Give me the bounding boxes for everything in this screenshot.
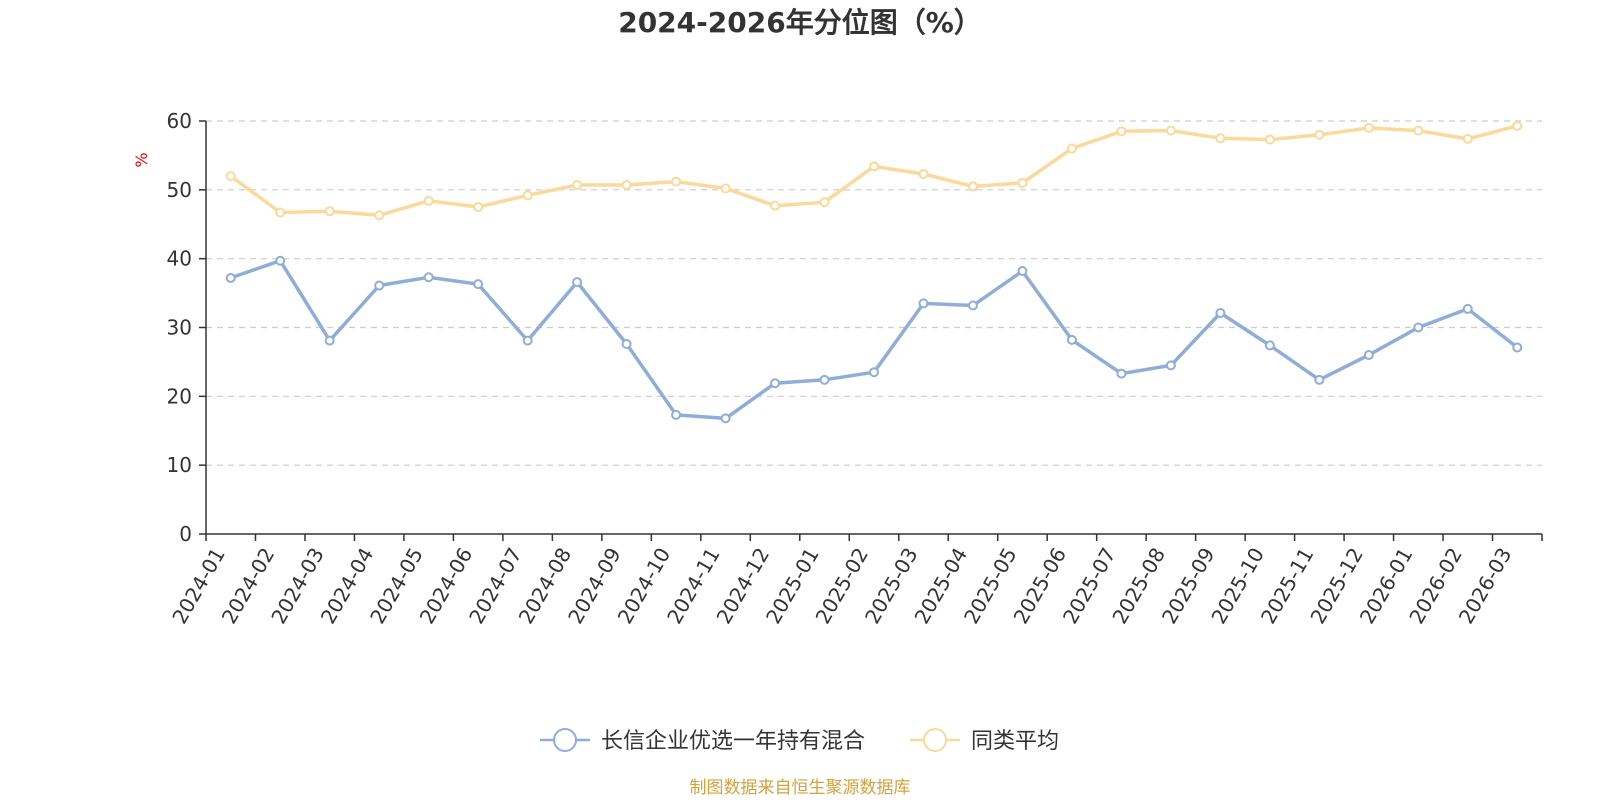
series-1-point	[1165, 360, 1176, 371]
series-1-point	[967, 300, 978, 311]
series-2-point	[770, 200, 781, 211]
legend: 长信企业优选一年持有混合 同类平均	[540, 728, 1059, 754]
series-2-point	[671, 176, 682, 187]
series-1-point	[374, 280, 385, 291]
y-tick-label: 20	[167, 384, 192, 408]
y-tick-label: 10	[167, 453, 192, 477]
series-2-point	[1066, 143, 1077, 154]
series-1-point	[1017, 266, 1028, 277]
series-line-1	[228, 258, 1520, 421]
y-tick-label: 60	[167, 109, 192, 133]
y-tick-label: 40	[167, 247, 192, 271]
series-2-point	[621, 180, 632, 191]
series-1-point	[572, 277, 583, 288]
series-1-point	[720, 413, 731, 424]
series-1-point	[225, 272, 236, 283]
series-1-point	[869, 367, 879, 378]
series-2-point	[1314, 129, 1325, 140]
series-2-point	[1363, 122, 1374, 133]
y-tick-label: 50	[167, 178, 192, 202]
series-1-point	[1264, 340, 1275, 351]
series-2-point	[572, 180, 583, 191]
series-1-point	[324, 335, 335, 346]
grid-lines	[206, 120, 1542, 466]
legend-marker-2	[923, 728, 947, 752]
series-1-point	[1413, 322, 1424, 333]
series-2-point	[869, 161, 879, 172]
series-2-point	[1215, 133, 1226, 144]
series-2-point	[324, 206, 335, 217]
y-tick-label: 30	[167, 316, 192, 340]
series-2-point	[1462, 133, 1473, 144]
series-2-point	[522, 190, 533, 201]
legend-label-1: 长信企业优选一年持有混合	[601, 729, 865, 754]
series-2-point	[423, 195, 434, 206]
data-source-note: 制图数据来自恒生聚源数据库	[690, 778, 911, 798]
series-1-point	[1215, 308, 1226, 319]
series-1-point	[1462, 303, 1473, 314]
series-1-point	[1116, 368, 1127, 379]
legend-marker-1	[553, 728, 577, 752]
series-2-point	[967, 181, 978, 192]
series-2-point	[720, 183, 731, 194]
series-1-point	[1066, 334, 1077, 345]
series-2-point	[1165, 125, 1176, 136]
series-1-point	[1314, 374, 1325, 385]
series-2-point	[225, 171, 236, 182]
x-tick-labels: 2024-012024-022024-032024-042024-052024-…	[167, 543, 1516, 627]
series-1-point	[423, 272, 434, 283]
series-1-point	[1512, 342, 1523, 353]
series-1-point	[473, 279, 484, 290]
series-2-point	[1512, 120, 1523, 131]
axes	[199, 120, 1543, 541]
series-layer	[225, 120, 1523, 424]
series-2-point	[473, 202, 484, 213]
series-1-point	[621, 339, 632, 350]
y-tick-label: 0	[179, 522, 192, 546]
series-2-point	[1116, 126, 1127, 137]
series-1-point	[671, 409, 682, 420]
series-2-point	[819, 197, 830, 208]
series-1-point	[819, 374, 830, 385]
series-2-point	[374, 210, 385, 221]
series-2-point	[918, 169, 929, 180]
series-1-point	[918, 298, 929, 309]
series-2-point	[275, 207, 286, 218]
legend-label-2: 同类平均	[971, 729, 1059, 754]
y-axis-unit-label: %	[132, 152, 151, 167]
chart-title: 2024-2026年分位图（%）	[618, 6, 982, 39]
series-2-point	[1017, 177, 1028, 188]
series-1-point	[275, 255, 286, 266]
series-2-point	[1264, 134, 1275, 145]
series-1-point	[1363, 350, 1374, 361]
y-tick-labels: 0 10 20 30 40 50 60	[167, 109, 192, 546]
series-2-point	[1413, 125, 1424, 136]
series-1-point	[770, 378, 781, 389]
series-1-point	[522, 335, 533, 346]
